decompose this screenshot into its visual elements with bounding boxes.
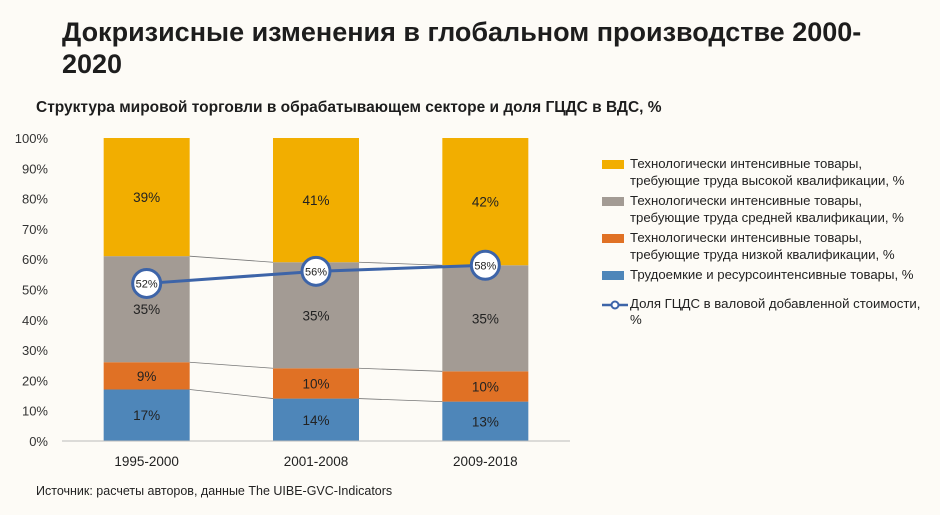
gvc-share-label: 52% [136,278,158,290]
y-tick-label: 30% [22,343,48,358]
y-tick-label: 40% [22,313,48,328]
legend-label-high-skill: Технологически интенсивные товары, требу… [630,156,905,188]
x-tick-label: 2001-2008 [284,454,349,469]
gvc-share-label: 58% [474,260,496,272]
legend-label-gvc-share: Доля ГЦДС в валовой добавленной стоимост… [630,295,921,328]
bar-value-label: 10% [472,379,499,394]
bar-value-label: 10% [302,376,329,391]
legend-item-gvc-share: Доля ГЦДС в валовой добавленной стоимост… [602,296,922,329]
chart-title: Структура мировой торговли в обрабатываю… [36,99,662,116]
legend-swatch-high-skill [602,160,624,169]
series-connector-line [358,261,443,266]
y-tick-label: 20% [22,373,48,388]
y-tick-label: 100% [15,131,49,146]
y-tick-label: 50% [22,283,48,298]
series-connector-line [358,367,443,372]
bar-value-label: 39% [133,190,160,205]
page-title: Докризисные изменения в глобальном произ… [62,17,862,79]
legend-item-medium-skill: Технологически интенсивные товары, требу… [602,193,922,226]
bar-segment [273,138,359,263]
bar-value-label: 35% [472,311,499,326]
bar-segment [103,138,190,257]
bar-value-label: 14% [302,413,329,428]
bar-segment [273,368,359,399]
bar-segment [442,401,529,441]
gvc-share-point [131,267,163,299]
legend-swatch-medium-skill [602,197,624,206]
bar-value-label: 17% [133,408,160,423]
y-tick-label: 80% [22,192,48,207]
gvc-share-point [300,255,332,287]
y-tick-label: 70% [22,222,48,237]
gvc-share-label: 56% [305,266,327,278]
y-tick-label: 90% [22,161,48,176]
bar-segment [442,371,529,402]
bar-value-label: 42% [472,195,499,210]
bar-value-label: 9% [137,369,157,384]
legend-swatch-labor-intensive [602,271,624,280]
gvc-share-point [469,249,501,281]
legend-label-labor-intensive: Трудоемкие и ресурсоинтенсивные товары, … [630,267,914,282]
stacked-bar-chart: 0% 10% 20% 30% 40% 50% 60% 70% 80% 90% 100% 17% 14% 1… [15,131,570,469]
series-connector-line [189,361,274,369]
legend-line-icon [602,300,628,309]
chart-legend: Технологически интенсивные товары, требу… [602,156,922,333]
series-connector-line [189,255,274,263]
bar-value-label: 35% [133,302,160,317]
legend-label-medium-skill: Технологически интенсивные товары, требу… [630,193,904,225]
series-connector-line [189,389,274,399]
legend-swatch-low-skill [602,234,624,243]
bar-segment [103,362,190,390]
legend-label-low-skill: Технологически интенсивные товары, требу… [630,230,895,262]
y-tick-label: 10% [22,404,48,419]
y-tick-label: 0% [29,434,48,449]
bar-segment [103,389,190,441]
legend-item-labor-intensive: Трудоемкие и ресурсоинтенсивные товары, … [602,267,922,284]
x-tick-label: 1995-2000 [114,454,179,469]
bar-segment [442,265,529,372]
bar-value-label: 35% [302,308,329,323]
legend-item-high-skill: Технологически интенсивные товары, требу… [602,156,922,189]
y-tick-label: 60% [22,252,48,267]
bar-value-label: 13% [472,414,499,429]
legend-item-low-skill: Технологически интенсивные товары, требу… [602,230,922,263]
bar-segment [442,138,529,266]
bar-segment [273,398,359,441]
series-connector-line [358,398,443,403]
x-tick-label: 2009-2018 [453,454,518,469]
bar-value-label: 41% [302,193,329,208]
source-note: Источник: расчеты авторов, данные The UI… [36,484,393,498]
